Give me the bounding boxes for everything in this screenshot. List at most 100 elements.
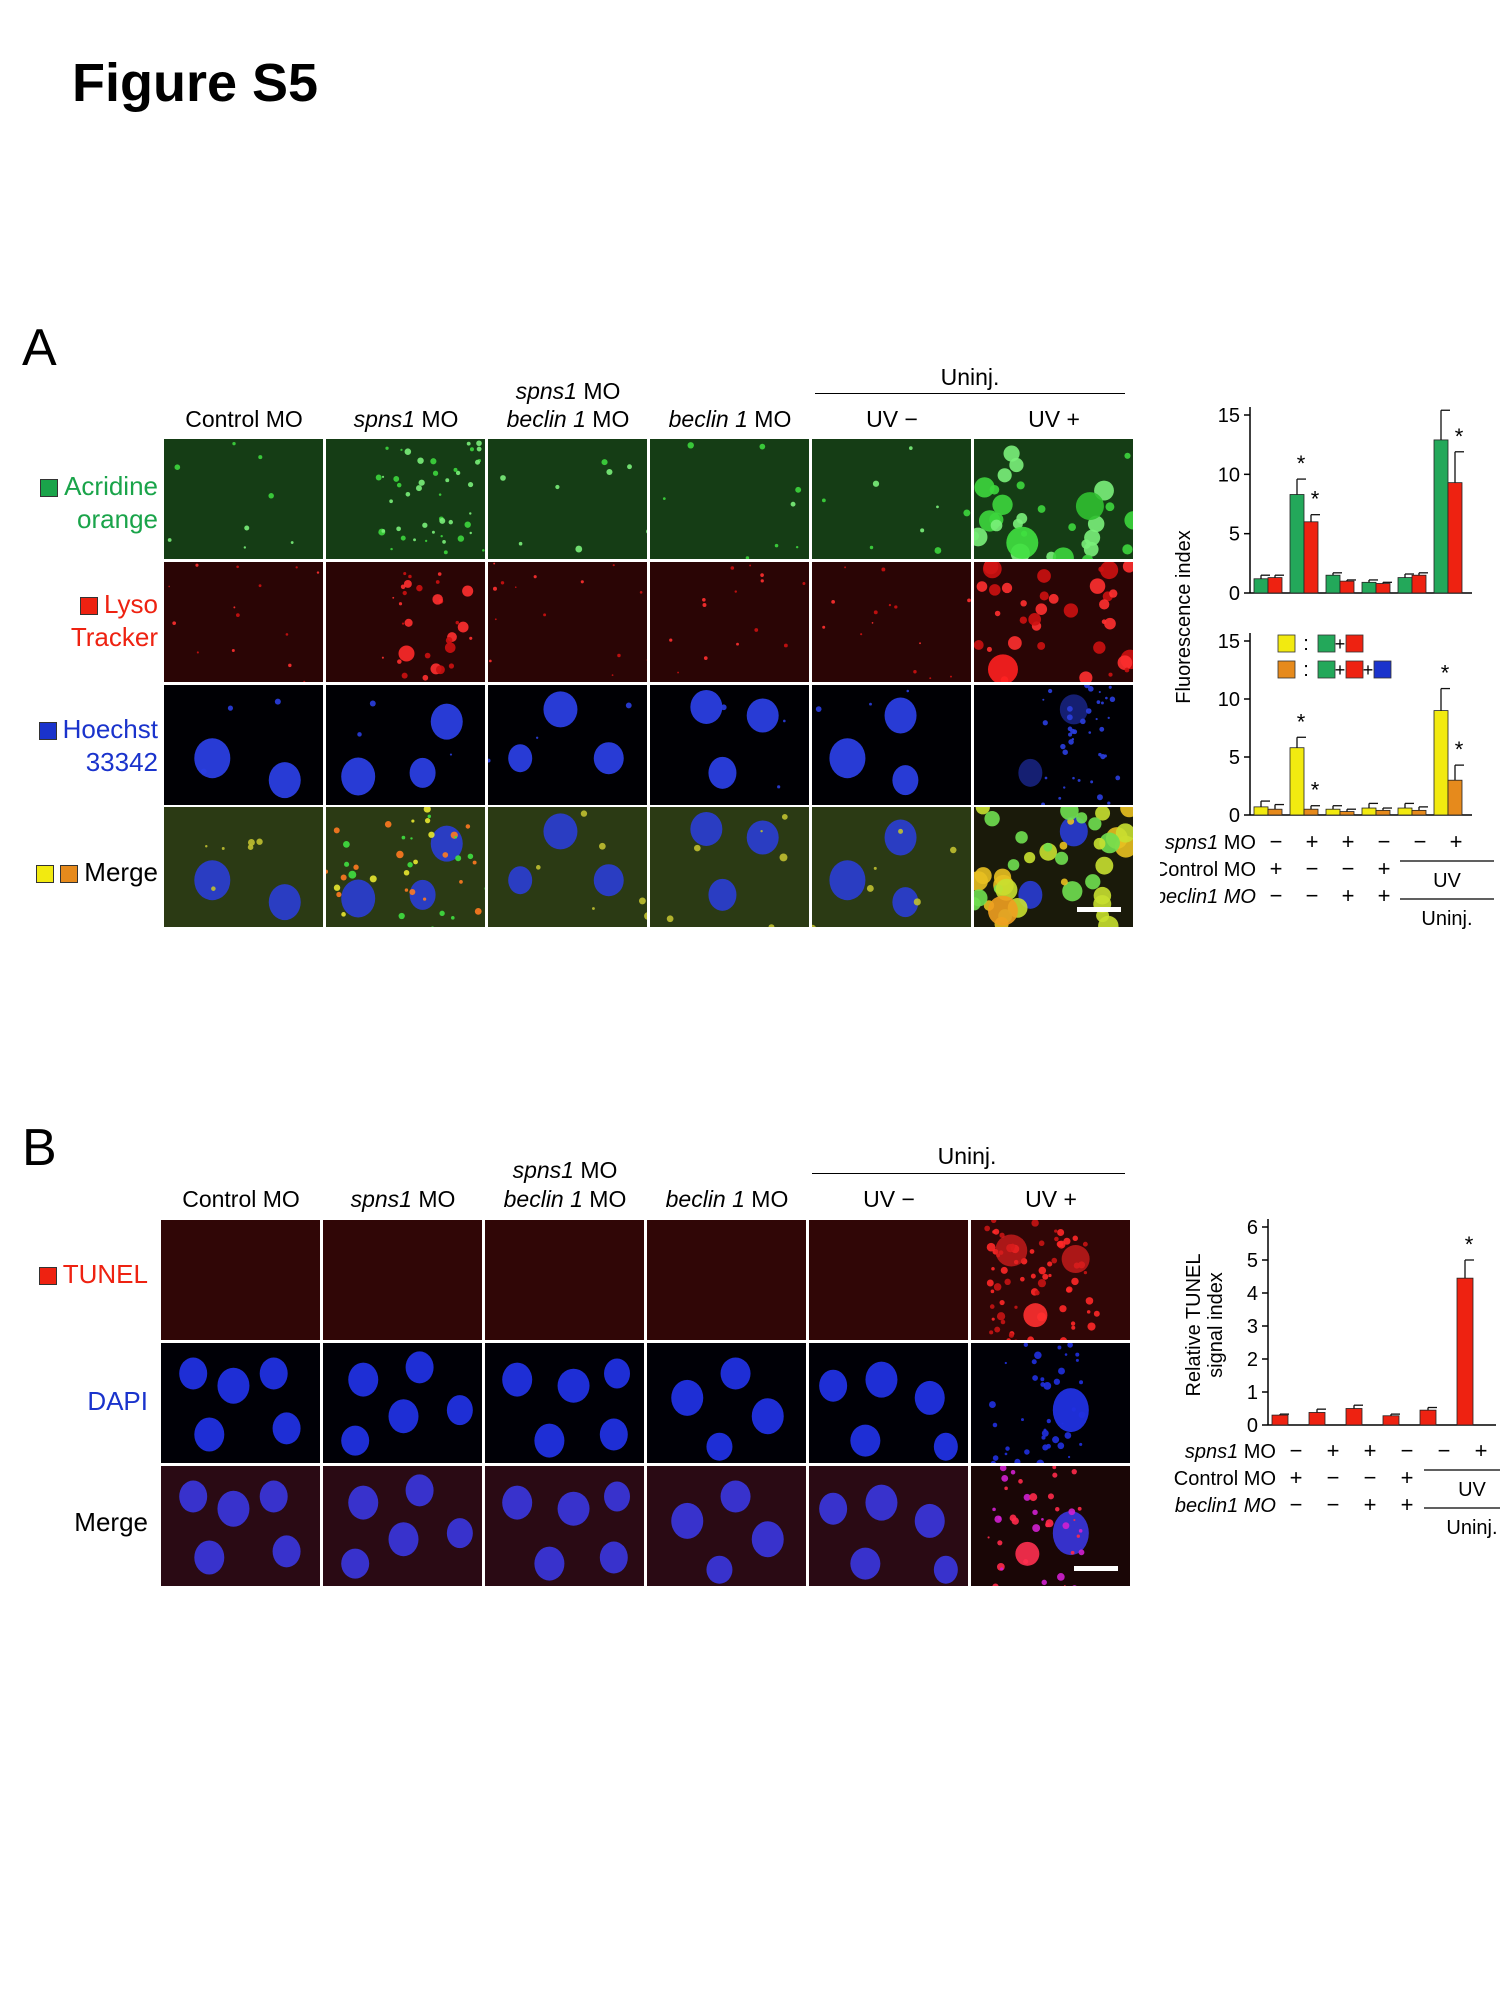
puncta [465, 824, 471, 829]
column-label-suffix: MO [576, 378, 621, 404]
puncta [1077, 1506, 1082, 1511]
nucleus [508, 744, 533, 773]
puncta [1099, 832, 1120, 854]
color-swatch-icon [38, 1267, 57, 1286]
micrograph-image [973, 561, 1134, 683]
bar [1419, 1409, 1437, 1426]
puncta [1096, 909, 1110, 923]
puncta [1042, 1273, 1049, 1280]
puncta [167, 538, 172, 542]
puncta [869, 545, 874, 550]
puncta [992, 494, 1013, 515]
puncta [488, 758, 491, 763]
puncta [410, 837, 413, 840]
puncta [397, 659, 402, 664]
micrograph-image [160, 1219, 321, 1341]
condition-sign: + [1401, 1492, 1414, 1517]
condition-label: Control MO [1160, 859, 1256, 881]
puncta [1098, 752, 1102, 757]
puncta [1029, 1493, 1038, 1502]
color-swatch-icon [38, 722, 57, 741]
nucleus [604, 1358, 631, 1389]
puncta [438, 493, 442, 496]
puncta [1058, 1367, 1065, 1375]
legend-component-swatch [1345, 660, 1364, 679]
bar [1253, 806, 1269, 816]
condition-sign: + [1290, 1465, 1303, 1490]
column-label: beclin 1 MO [484, 1184, 646, 1214]
puncta [992, 1230, 996, 1234]
puncta [881, 567, 886, 572]
puncta [467, 481, 474, 488]
puncta [1087, 1322, 1096, 1331]
puncta [730, 566, 735, 570]
micrograph-image [325, 438, 486, 560]
puncta [424, 818, 431, 824]
micrograph-svg [821, 446, 971, 554]
puncta [992, 1583, 999, 1586]
puncta [1000, 1567, 1004, 1571]
condition-label: spns1 MO [1165, 832, 1256, 854]
puncta [445, 478, 450, 483]
micrograph-svg [974, 807, 1133, 927]
significance-star: * [1465, 1232, 1474, 1257]
column-label-gene: beclin 1 [668, 406, 748, 432]
puncta [342, 840, 350, 848]
micrograph-svg [974, 562, 1133, 682]
puncta [694, 844, 701, 852]
significance-star: * [1455, 424, 1464, 449]
micrograph-svg [666, 811, 788, 927]
y-tick-label: 10 [1218, 464, 1240, 486]
puncta [401, 672, 408, 679]
puncta [288, 663, 292, 668]
legend-plus: + [1363, 660, 1374, 680]
puncta [873, 866, 877, 870]
puncta [428, 831, 435, 838]
puncta [1047, 1493, 1054, 1500]
puncta [991, 1266, 995, 1271]
vesicle [1075, 492, 1104, 521]
nucleus [348, 1362, 379, 1397]
puncta [1093, 837, 1106, 850]
y-tick-label: 15 [1218, 405, 1240, 427]
micrograph-image [649, 561, 810, 683]
puncta [333, 827, 340, 834]
puncta [974, 527, 988, 547]
puncta [1085, 874, 1101, 890]
condition-sign: + [1306, 829, 1319, 854]
puncta [543, 613, 547, 617]
y-tick-label: 0 [1247, 1415, 1258, 1437]
nucleus [543, 813, 578, 850]
puncta [1010, 1469, 1016, 1475]
puncta [1095, 717, 1098, 721]
significance-star: * [1455, 737, 1464, 762]
vesicle [1006, 526, 1039, 559]
micrograph-image [970, 1465, 1131, 1587]
micrograph-svg [167, 441, 294, 549]
condition-sign: + [1475, 1438, 1488, 1463]
micrograph-svg [987, 1466, 1118, 1586]
row-label-text: Merge [84, 857, 158, 887]
legend-separator: : [1303, 659, 1309, 681]
puncta [1115, 823, 1133, 843]
column-label: beclin 1 MO [487, 404, 649, 434]
puncta [913, 898, 921, 906]
puncta [443, 550, 448, 555]
puncta [989, 1401, 996, 1408]
puncta [934, 547, 942, 554]
uv-label: UV [1433, 870, 1461, 892]
puncta [986, 646, 992, 652]
micrograph-svg [822, 566, 971, 680]
nucleus [706, 1432, 733, 1461]
puncta [258, 584, 262, 588]
puncta [1009, 457, 1024, 473]
micrograph-svg [326, 807, 485, 927]
y-tick-label: 10 [1218, 689, 1240, 711]
puncta [400, 535, 406, 541]
column-label-suffix: MO [573, 1157, 618, 1183]
y-tick-label: 4 [1247, 1283, 1258, 1305]
puncta [1075, 1358, 1079, 1362]
puncta [1007, 859, 1020, 871]
puncta [736, 642, 739, 646]
